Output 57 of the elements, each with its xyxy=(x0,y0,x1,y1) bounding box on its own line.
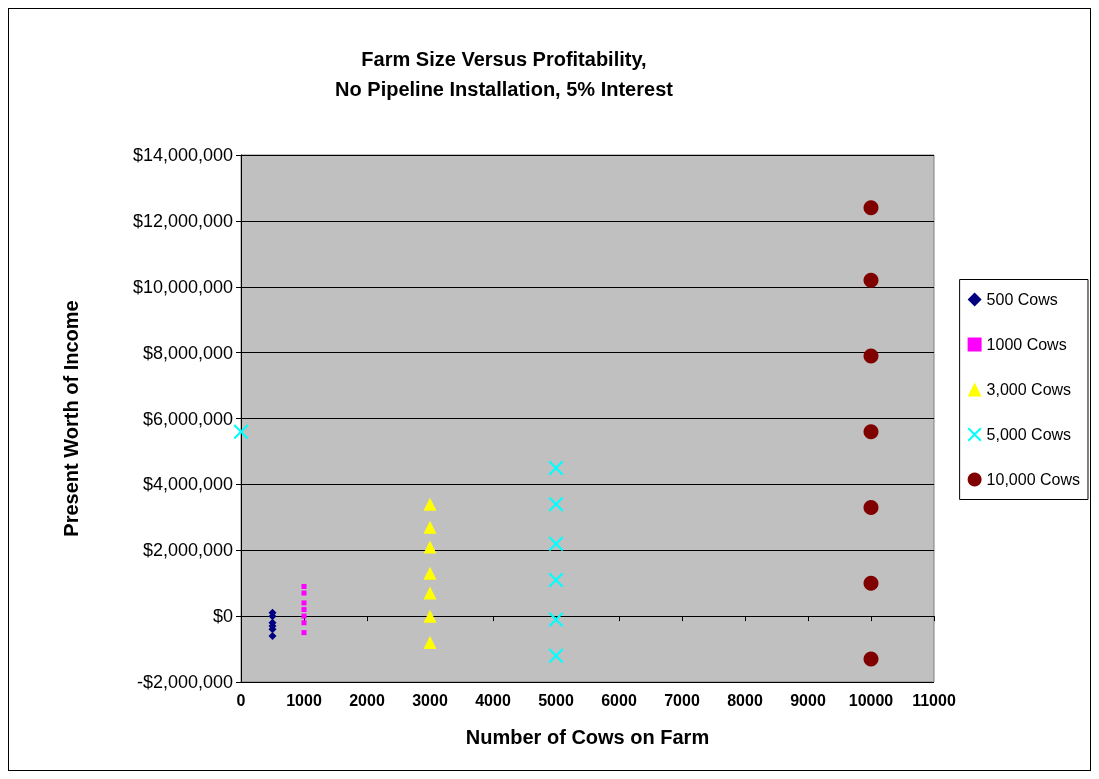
point xyxy=(863,651,879,667)
point xyxy=(301,590,307,596)
y-tick-label: $10,000,000 xyxy=(132,276,233,297)
point xyxy=(301,620,307,626)
y-tick-label: -$2,000,000 xyxy=(136,672,233,692)
x-tick-label: 9000 xyxy=(790,691,826,709)
x-tick-label: 10000 xyxy=(848,691,894,709)
point xyxy=(863,499,879,515)
point xyxy=(548,572,564,588)
point xyxy=(301,583,307,589)
y-tick-label: $14,000,000 xyxy=(132,145,233,165)
point xyxy=(301,630,307,636)
point xyxy=(423,586,437,600)
x-tick-label: 1000 xyxy=(286,691,322,709)
y-tick-label: $12,000,000 xyxy=(132,210,233,231)
x-tick-label: 3000 xyxy=(412,691,448,709)
point xyxy=(863,575,879,591)
legend-label: 1000 Cows xyxy=(986,336,1067,353)
x-tick-label: 4000 xyxy=(475,691,511,709)
point xyxy=(423,540,437,554)
x-axis-title: Number of Cows on Farm xyxy=(465,726,710,748)
point xyxy=(423,497,437,511)
x-tick-label: 7000 xyxy=(664,691,700,709)
point xyxy=(301,607,307,613)
legend-label: 3,000 Cows xyxy=(986,381,1072,398)
y-axis-title: Present Worth of Income xyxy=(60,300,82,537)
point xyxy=(863,272,879,288)
y-tick-label: $6,000,000 xyxy=(142,408,233,429)
x-tick-label: 5000 xyxy=(538,691,574,709)
point xyxy=(423,566,437,580)
legend-label: 500 Cows xyxy=(986,291,1058,308)
x-tick-label: 8000 xyxy=(727,691,763,709)
point xyxy=(548,648,564,664)
legend-label: 5,000 Cows xyxy=(986,426,1072,443)
point xyxy=(863,348,879,364)
x-tick-label: 0 xyxy=(236,691,246,709)
y-tick-label: $2,000,000 xyxy=(142,540,233,561)
y-tick-label: $4,000,000 xyxy=(142,474,233,495)
y-tick-label: $8,000,000 xyxy=(142,342,233,363)
point xyxy=(423,520,437,534)
point xyxy=(863,200,879,216)
point xyxy=(548,611,564,627)
point xyxy=(548,460,564,476)
point xyxy=(233,424,249,440)
x-tick-label: 11000 xyxy=(912,691,956,709)
chart-title: Farm Size Versus Profitability, No Pipeline Installation, 5% Interest xyxy=(335,48,674,100)
y-tick-label: $0 xyxy=(212,606,233,627)
point xyxy=(863,424,879,440)
point xyxy=(548,496,564,512)
point xyxy=(301,600,307,606)
point xyxy=(423,609,437,623)
legend-label: 10,000 Cows xyxy=(986,471,1080,488)
x-tick-label: 6000 xyxy=(601,691,637,709)
x-tick-label: 2000 xyxy=(349,691,385,709)
point xyxy=(423,635,437,649)
point xyxy=(268,631,277,640)
point xyxy=(548,536,564,552)
